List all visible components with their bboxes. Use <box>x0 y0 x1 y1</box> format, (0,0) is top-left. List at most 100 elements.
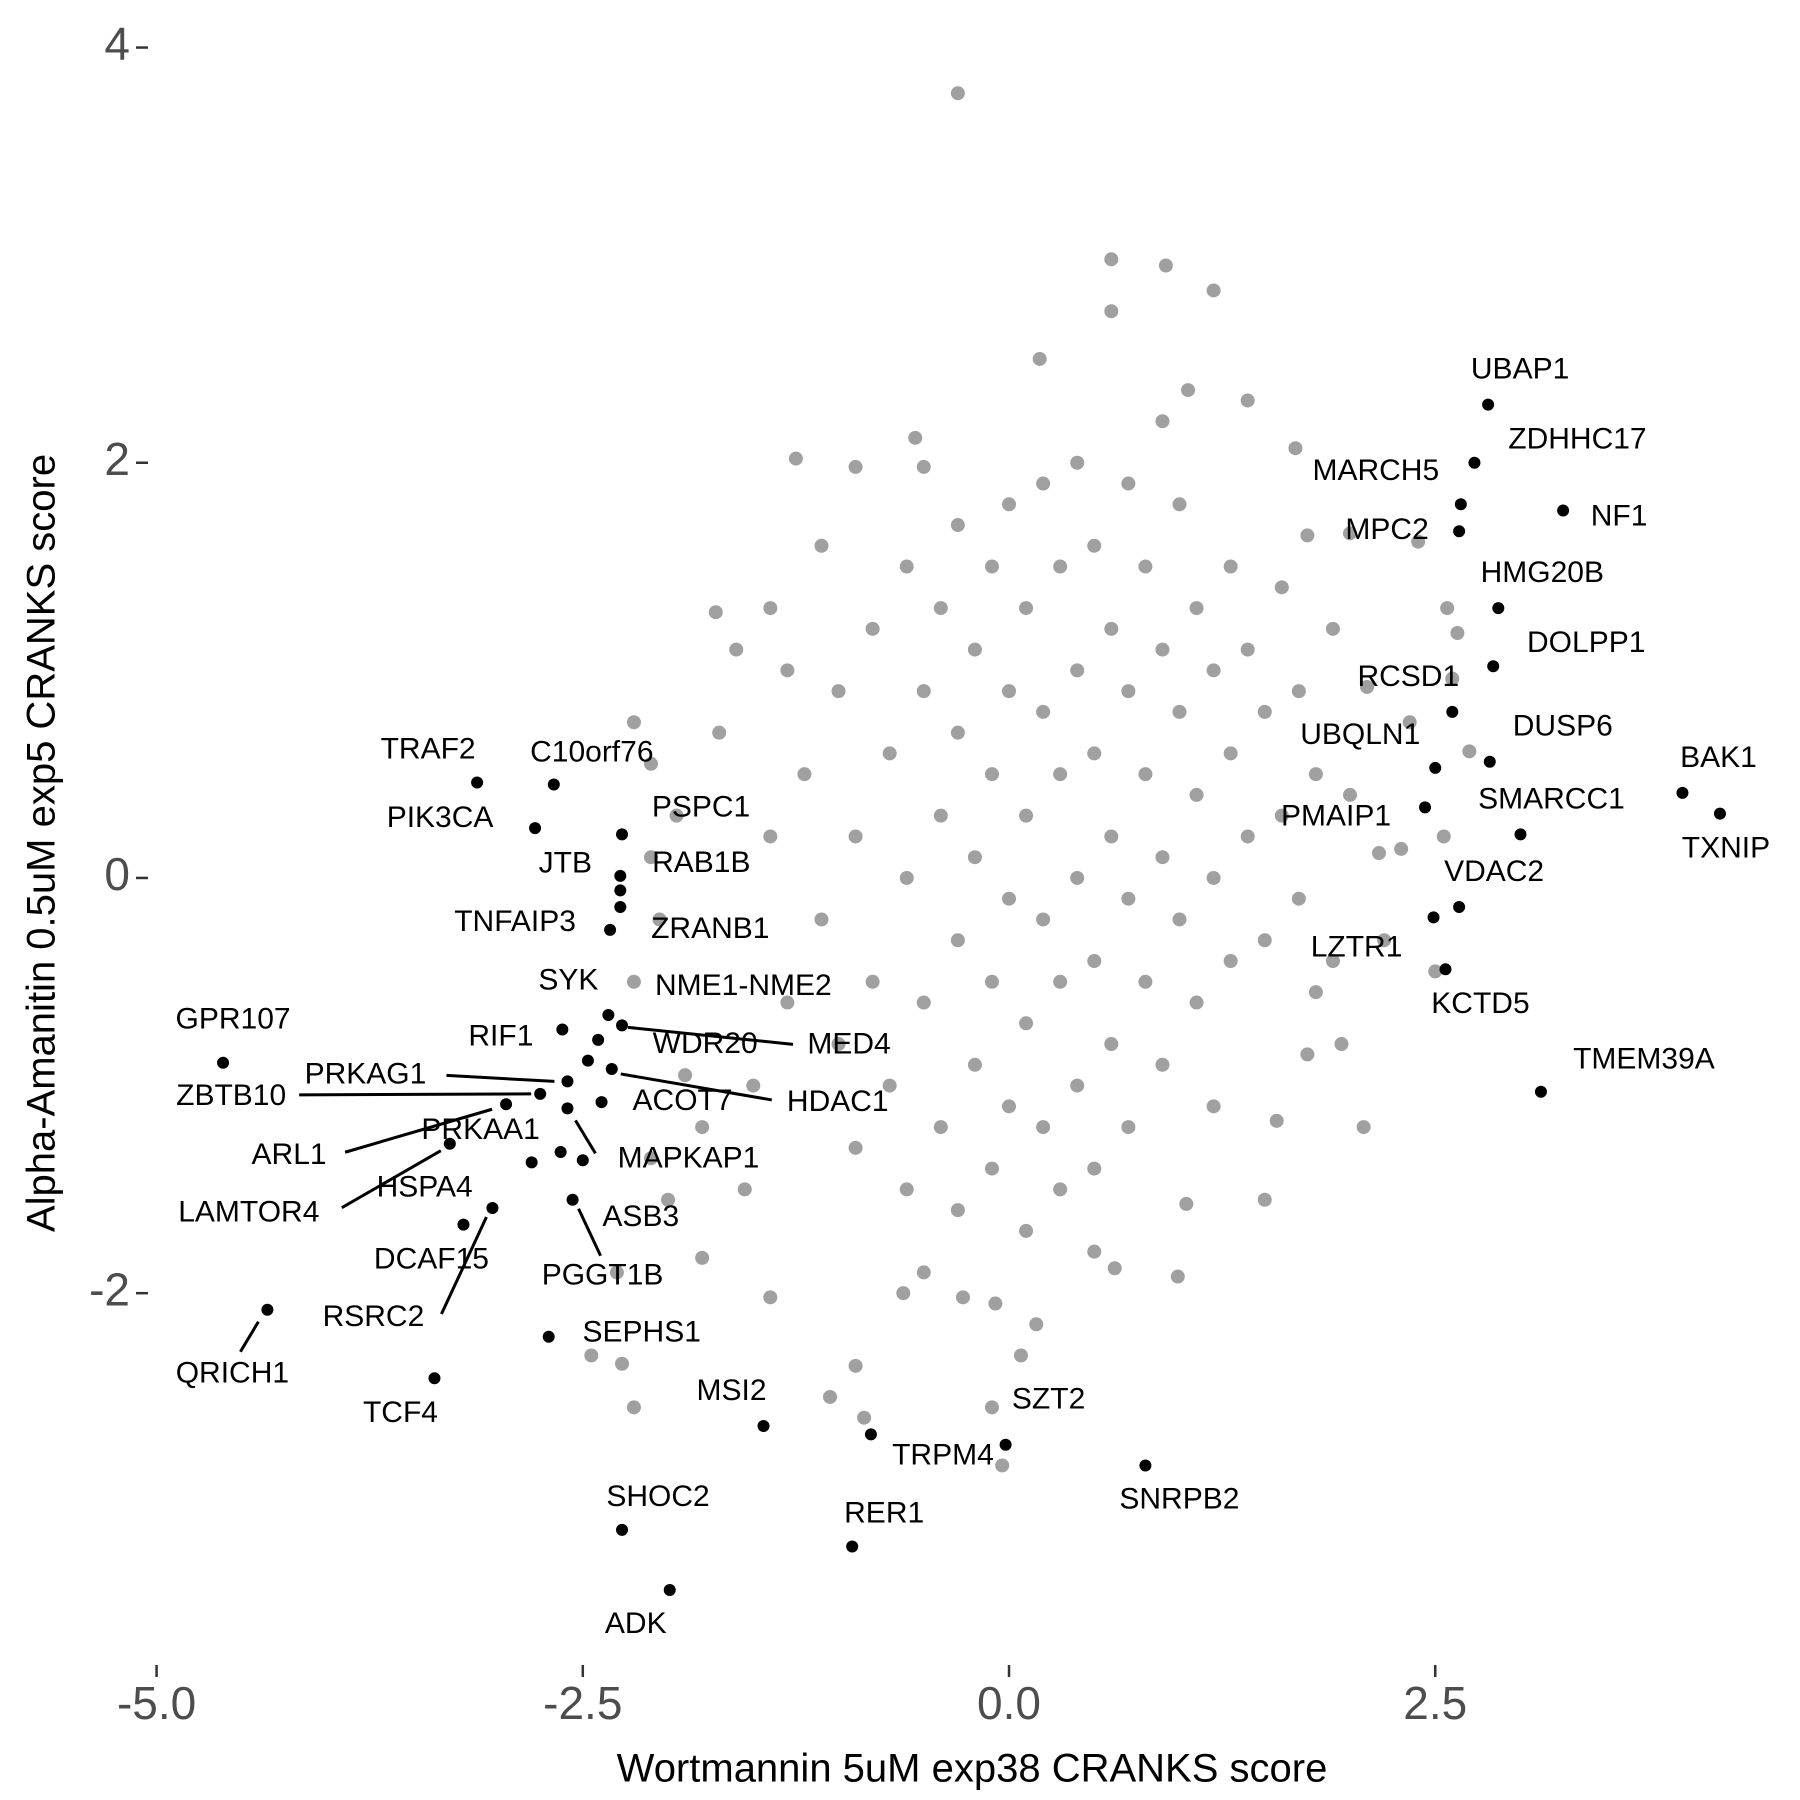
highlight-point <box>1482 398 1495 411</box>
point <box>1371 846 1386 861</box>
point <box>908 430 923 445</box>
point <box>1019 601 1034 616</box>
highlight-point <box>261 1303 274 1316</box>
highlight-point <box>486 1202 499 1215</box>
point <box>1206 283 1221 298</box>
highlight-point <box>1429 761 1442 774</box>
highlight-point <box>554 1146 567 1158</box>
point <box>708 605 723 620</box>
point <box>950 518 965 533</box>
point <box>916 459 931 474</box>
point <box>955 1290 970 1305</box>
point-label: BAK1 <box>1680 741 1757 774</box>
point <box>882 1078 897 1093</box>
point-label: KCTD5 <box>1431 987 1529 1020</box>
point-label: ZDHHC17 <box>1508 423 1646 456</box>
point <box>763 829 778 844</box>
point <box>1325 621 1340 636</box>
highlight-point <box>864 1428 877 1441</box>
point <box>1019 1223 1034 1238</box>
point <box>984 1400 999 1415</box>
highlight-point <box>1419 801 1432 814</box>
point <box>831 1037 846 1052</box>
point <box>984 767 999 782</box>
point <box>626 1400 641 1415</box>
point-label: MPC2 <box>1345 513 1428 546</box>
point <box>1206 663 1221 678</box>
point <box>1019 808 1034 823</box>
x-tick-label: 0.0 <box>977 1677 1041 1729</box>
point <box>1240 393 1255 408</box>
point <box>1053 974 1068 989</box>
point <box>950 86 965 101</box>
point <box>1223 746 1238 761</box>
highlight-point <box>1713 807 1726 820</box>
point <box>1013 1348 1028 1363</box>
point <box>950 725 965 740</box>
point <box>865 974 880 989</box>
point <box>1002 891 1017 906</box>
point-label: RER1 <box>844 1496 924 1529</box>
highlight-point <box>1468 456 1481 469</box>
point <box>1377 933 1392 948</box>
point-label: VDAC2 <box>1444 855 1544 888</box>
highlight-point <box>616 828 629 841</box>
point <box>763 1290 778 1305</box>
point <box>1189 787 1204 802</box>
point-label: NF1 <box>1591 499 1648 532</box>
leader-line <box>440 1216 488 1315</box>
point <box>814 538 829 553</box>
point <box>1172 704 1187 719</box>
point <box>916 995 931 1010</box>
highlight-point <box>529 822 542 835</box>
point-label: HDAC1 <box>787 1085 889 1118</box>
highlight-point <box>1492 602 1505 615</box>
point <box>1036 476 1051 491</box>
point-label: WDR20 <box>653 1027 758 1060</box>
point <box>1172 497 1187 512</box>
point <box>1300 1047 1315 1062</box>
point <box>1300 528 1315 543</box>
point <box>848 829 863 844</box>
point <box>1121 1120 1136 1135</box>
point-label: DCAF15 <box>374 1243 489 1276</box>
point-label: DUSP6 <box>1513 710 1613 743</box>
point <box>1087 746 1102 761</box>
point <box>1121 891 1136 906</box>
highlight-point <box>604 923 617 936</box>
point <box>1019 1016 1034 1031</box>
highlight-point <box>428 1372 441 1385</box>
point <box>1002 684 1017 699</box>
highlight-point <box>999 1438 1012 1451</box>
point <box>1257 704 1272 719</box>
highlight-point <box>1454 498 1467 511</box>
highlight-point <box>1557 504 1570 517</box>
point <box>797 767 812 782</box>
highlight-point <box>525 1156 538 1169</box>
leader-line <box>239 1321 260 1353</box>
point <box>950 1203 965 1218</box>
point <box>1087 1244 1102 1259</box>
point-label: C10orf76 <box>530 735 653 768</box>
point <box>615 1356 630 1371</box>
point-label: RCSD1 <box>1357 660 1459 693</box>
point <box>1206 1099 1221 1114</box>
leader-line <box>577 1208 602 1257</box>
point <box>1053 1182 1068 1197</box>
point <box>933 808 948 823</box>
point <box>1189 995 1204 1010</box>
leader-line <box>620 1072 773 1102</box>
point-label: ZRANB1 <box>651 912 769 945</box>
highlight-point <box>757 1420 770 1433</box>
point <box>729 642 744 657</box>
point-label: MED4 <box>807 1027 890 1060</box>
point <box>1223 954 1238 969</box>
point <box>695 1250 710 1265</box>
point <box>1445 671 1460 686</box>
point <box>1138 767 1153 782</box>
point <box>848 1358 863 1373</box>
point <box>1360 679 1375 694</box>
leader-line <box>574 1119 597 1155</box>
point <box>1223 559 1238 574</box>
highlight-point <box>581 1054 594 1067</box>
